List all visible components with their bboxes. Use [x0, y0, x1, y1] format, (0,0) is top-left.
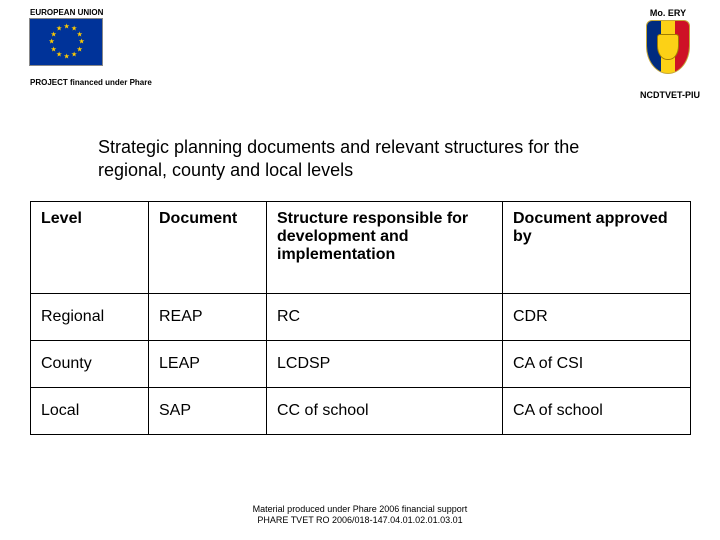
table-cell: LCDSP: [267, 341, 503, 388]
eu-star-icon: ★: [56, 27, 61, 32]
eu-block: EUROPEAN UNION ★★★★★★★★★★★★: [30, 8, 103, 65]
col-document: Document: [149, 202, 267, 294]
table-cell: RC: [267, 294, 503, 341]
coat-of-arms-icon: [646, 20, 690, 74]
eu-star-icon: ★: [49, 40, 54, 45]
table-cell: LEAP: [149, 341, 267, 388]
eu-flag-icon: ★★★★★★★★★★★★: [30, 19, 102, 65]
table-cell: REAP: [149, 294, 267, 341]
footer-line2: PHARE TVET RO 2006/018-147.04.01.02.01.0…: [0, 515, 720, 526]
table-row: LocalSAPCC of schoolCA of school: [31, 388, 691, 435]
planning-table: Level Document Structure responsible for…: [30, 201, 691, 435]
eu-star-icon: ★: [76, 32, 81, 37]
table-cell: CA of CSI: [503, 341, 691, 388]
eu-star-icon: ★: [76, 47, 81, 52]
table-row: RegionalREAPRCCDR: [31, 294, 691, 341]
table-cell: Local: [31, 388, 149, 435]
eu-star-icon: ★: [64, 55, 69, 60]
table-cell: SAP: [149, 388, 267, 435]
table-cell: CA of school: [503, 388, 691, 435]
table-cell: CC of school: [267, 388, 503, 435]
eu-star-icon: ★: [79, 40, 84, 45]
table-row: CountyLEAPLCDSPCA of CSI: [31, 341, 691, 388]
table-cell: County: [31, 341, 149, 388]
eu-star-icon: ★: [71, 52, 76, 57]
footer-line1: Material produced under Phare 2006 finan…: [0, 504, 720, 515]
moery-block: Mo. ERY: [646, 8, 690, 74]
col-level: Level: [31, 202, 149, 294]
eu-label: EUROPEAN UNION: [30, 8, 103, 17]
eu-star-icon: ★: [56, 52, 61, 57]
eu-star-icon: ★: [64, 25, 69, 30]
table-cell: Regional: [31, 294, 149, 341]
eu-star-icon: ★: [51, 32, 56, 37]
col-approved: Document approved by: [503, 202, 691, 294]
header: EUROPEAN UNION ★★★★★★★★★★★★ Mo. ERY PROJ…: [0, 0, 720, 88]
table-header-row: Level Document Structure responsible for…: [31, 202, 691, 294]
page-title: Strategic planning documents and relevan…: [98, 136, 618, 181]
eu-star-icon: ★: [51, 47, 56, 52]
table-cell: CDR: [503, 294, 691, 341]
moery-label: Mo. ERY: [646, 8, 690, 18]
project-line: PROJECT financed under Phare: [30, 78, 152, 87]
footer: Material produced under Phare 2006 finan…: [0, 504, 720, 526]
ncdtvet-label: NCDTVET-PIU: [640, 90, 700, 100]
col-structure: Structure responsible for development an…: [267, 202, 503, 294]
eu-star-icon: ★: [71, 27, 76, 32]
